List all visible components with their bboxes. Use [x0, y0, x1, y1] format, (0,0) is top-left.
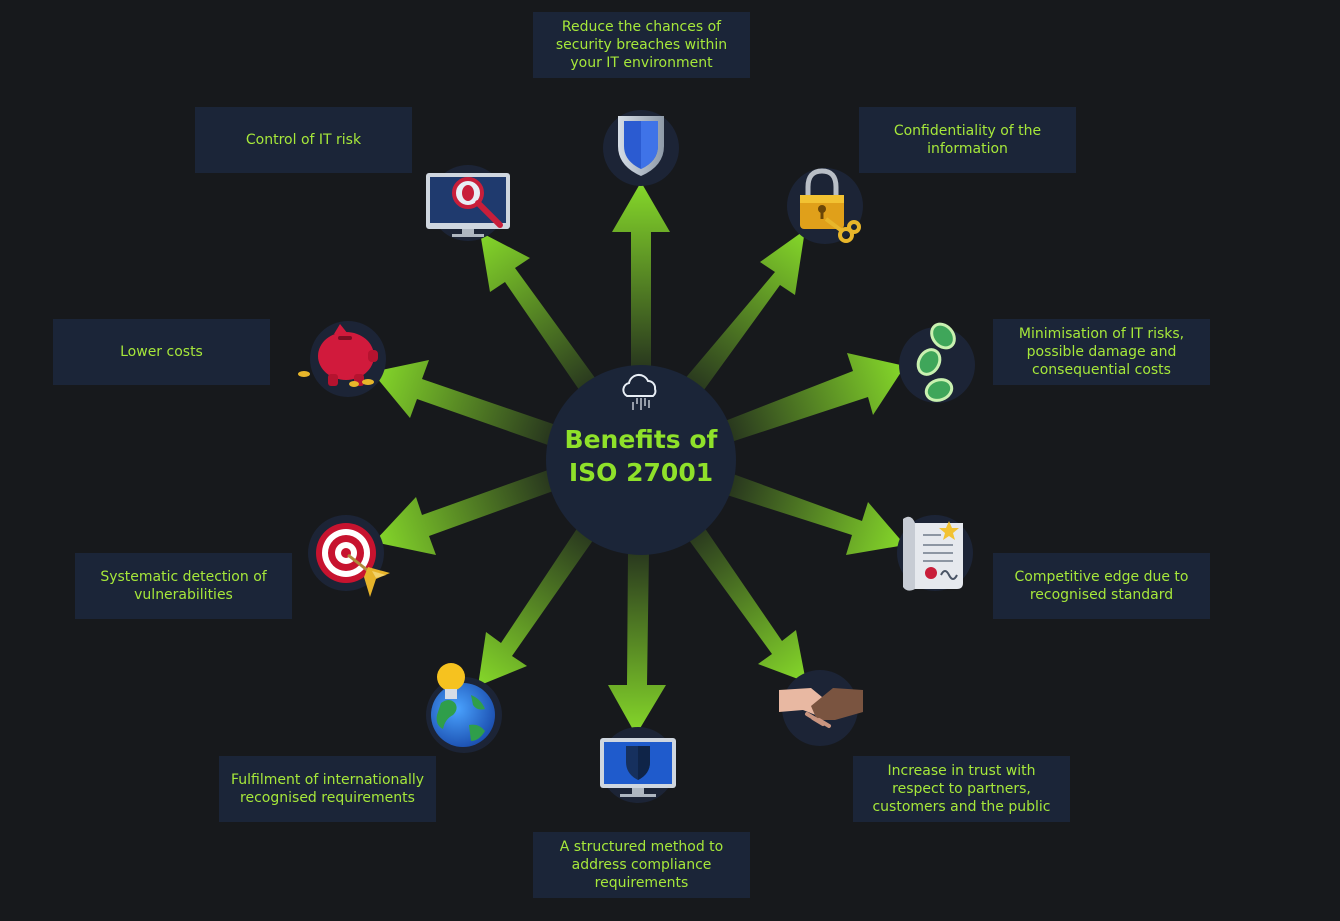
benefit-box-fulfilment: Fulfilment of internationally recognised… — [219, 756, 436, 822]
benefit-box-trust: Increase in trust with respect to partne… — [853, 756, 1070, 822]
benefit-box-control-it-risk: Control of IT risk — [195, 107, 412, 173]
handshake-icon — [779, 688, 863, 728]
arrow-to-benefit-7 — [478, 524, 596, 686]
benefit-text: A structured method to address complianc… — [559, 839, 724, 891]
benefit-text: Increase in trust with respect to partne… — [872, 763, 1051, 815]
piggy-bank-icon — [298, 324, 378, 387]
benefit-box-confidentiality: Confidentiality of the information — [859, 107, 1076, 173]
monitor-magnifier-bug-icon — [426, 173, 510, 237]
arrow-to-benefit-9 — [372, 360, 556, 445]
benefit-text: Reduce the chances of security breaches … — [555, 19, 728, 71]
benefit-text: Fulfilment of internationally recognised… — [230, 772, 425, 806]
arrow-to-benefit-10 — [480, 232, 598, 394]
benefit-text: Lower costs — [120, 344, 203, 360]
benefit-box-competitive-edge: Competitive edge due to recognised stand… — [993, 553, 1210, 619]
benefit-text: Minimisation of IT risks, possible damag… — [1018, 326, 1185, 378]
benefit-box-lower-costs: Lower costs — [53, 319, 270, 385]
center-circle — [546, 365, 736, 555]
shield-icon — [618, 116, 664, 176]
benefit-box-systematic-detection: Systematic detection of vulnerabilities — [75, 553, 292, 619]
benefit-box-minimisation-risks: Minimisation of IT risks, possible damag… — [993, 319, 1210, 385]
certificate-icon — [903, 516, 963, 591]
arrow-to-benefit-8 — [374, 470, 556, 555]
benefit-text: Control of IT risk — [245, 132, 362, 148]
target-icon — [316, 523, 390, 597]
benefit-box-structured-method: A structured method to address complianc… — [533, 832, 750, 898]
benefit-text: Systematic detection of vulnerabilities — [100, 569, 267, 603]
arrow-to-benefit-6 — [608, 550, 666, 735]
arrow-to-benefit-5 — [686, 524, 806, 682]
arrow-to-benefit-4 — [727, 474, 905, 555]
arrow-to-benefit-3 — [725, 353, 905, 442]
arrow-to-benefit-2 — [683, 230, 805, 394]
arrow-to-benefit-1 — [612, 182, 670, 370]
cloud-binary-icon — [622, 373, 657, 410]
benefit-text: Competitive edge due to recognised stand… — [1014, 569, 1189, 603]
center-title-line-1: Benefits of — [564, 425, 718, 454]
monitor-shield-icon — [600, 738, 676, 797]
benefit-text: Confidentiality of the information — [893, 123, 1042, 157]
globe-lightbulb-icon — [431, 663, 495, 747]
benefit-box-security-breaches: Reduce the chances of security breaches … — [533, 12, 750, 78]
padlock-key-icon — [800, 168, 861, 243]
center-title-line-2: ISO 27001 — [568, 458, 714, 487]
arrows — [372, 182, 905, 735]
coins-icon — [916, 322, 956, 402]
center-title: Benefits of ISO 27001 — [550, 423, 732, 489]
